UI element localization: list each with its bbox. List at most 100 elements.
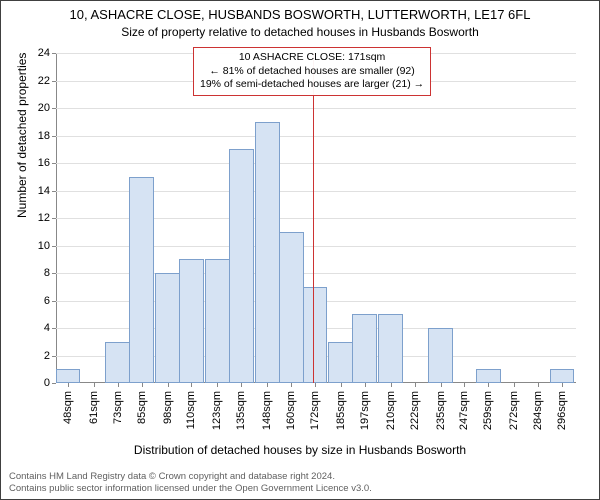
- gridline: [56, 163, 576, 164]
- xtick-label: 61sqm: [88, 391, 100, 424]
- annotation-line: 10 ASHACRE CLOSE: 171sqm: [200, 51, 424, 65]
- ytick-mark: [52, 136, 56, 137]
- ytick-mark: [52, 191, 56, 192]
- xtick-mark: [514, 383, 515, 387]
- chart-title-address: 10, ASHACRE CLOSE, HUSBANDS BOSWORTH, LU…: [1, 7, 599, 22]
- xtick-label: 235sqm: [435, 391, 447, 430]
- gridline: [56, 136, 576, 137]
- xtick-label: 197sqm: [359, 391, 371, 430]
- xtick-label: 222sqm: [409, 391, 421, 430]
- xtick-label: 272sqm: [508, 391, 520, 430]
- xtick-label: 259sqm: [482, 391, 494, 430]
- xtick-label: 210sqm: [385, 391, 397, 430]
- histogram-bar: [303, 287, 328, 383]
- histogram-bar: [428, 328, 453, 383]
- ytick-label: 0: [20, 377, 50, 389]
- chart-container: 10, ASHACRE CLOSE, HUSBANDS BOSWORTH, LU…: [0, 0, 600, 500]
- ytick-label: 24: [20, 47, 50, 59]
- histogram-bar: [129, 177, 154, 383]
- xtick-mark: [538, 383, 539, 387]
- ytick-mark: [52, 356, 56, 357]
- xtick-mark: [241, 383, 242, 387]
- xtick-mark: [315, 383, 316, 387]
- ytick-mark: [52, 81, 56, 82]
- ytick-label: 2: [20, 350, 50, 362]
- xtick-mark: [365, 383, 366, 387]
- histogram-bar: [378, 314, 403, 383]
- ytick-label: 6: [20, 295, 50, 307]
- xtick-mark: [217, 383, 218, 387]
- xtick-label: 172sqm: [309, 391, 321, 430]
- xtick-mark: [118, 383, 119, 387]
- histogram-bar: [105, 342, 130, 383]
- xtick-mark: [267, 383, 268, 387]
- footer-line2: Contains public sector information licen…: [9, 483, 372, 495]
- footer-line1: Contains HM Land Registry data © Crown c…: [9, 471, 372, 483]
- ytick-label: 18: [20, 130, 50, 142]
- histogram-bar: [255, 122, 280, 383]
- xtick-label: 85sqm: [136, 391, 148, 424]
- ytick-mark: [52, 301, 56, 302]
- plot: 02468101214161820222448sqm61sqm73sqm85sq…: [56, 53, 576, 383]
- histogram-bar: [476, 369, 501, 383]
- histogram-bar: [229, 149, 254, 383]
- ytick-mark: [52, 273, 56, 274]
- ytick-label: 14: [20, 185, 50, 197]
- ytick-mark: [52, 53, 56, 54]
- xtick-mark: [142, 383, 143, 387]
- xtick-mark: [464, 383, 465, 387]
- histogram-bar: [550, 369, 575, 383]
- histogram-bar: [179, 259, 204, 383]
- ytick-mark: [52, 383, 56, 384]
- xtick-label: 110sqm: [185, 391, 197, 429]
- ytick-label: 20: [20, 102, 50, 114]
- xtick-label: 160sqm: [285, 391, 297, 430]
- histogram-bar: [205, 259, 230, 383]
- gridline: [56, 108, 576, 109]
- xtick-mark: [94, 383, 95, 387]
- xtick-mark: [441, 383, 442, 387]
- ytick-label: 22: [20, 75, 50, 87]
- histogram-bar: [279, 232, 304, 383]
- x-axis-label: Distribution of detached houses by size …: [1, 443, 599, 457]
- chart-plot-area: 02468101214161820222448sqm61sqm73sqm85sq…: [56, 53, 576, 383]
- reference-line: [313, 53, 314, 383]
- xtick-label: 296sqm: [556, 391, 568, 430]
- histogram-bar: [56, 369, 81, 383]
- xtick-mark: [488, 383, 489, 387]
- xtick-mark: [68, 383, 69, 387]
- ytick-mark: [52, 246, 56, 247]
- xtick-label: 148sqm: [261, 391, 273, 430]
- xtick-mark: [391, 383, 392, 387]
- ytick-label: 12: [20, 212, 50, 224]
- xtick-mark: [291, 383, 292, 387]
- xtick-mark: [415, 383, 416, 387]
- ytick-label: 16: [20, 157, 50, 169]
- xtick-label: 247sqm: [458, 391, 470, 430]
- xtick-label: 123sqm: [211, 391, 223, 430]
- xtick-mark: [191, 383, 192, 387]
- ytick-mark: [52, 108, 56, 109]
- ytick-label: 10: [20, 240, 50, 252]
- ytick-label: 4: [20, 322, 50, 334]
- xtick-label: 135sqm: [235, 391, 247, 430]
- xtick-label: 73sqm: [112, 391, 124, 424]
- footer-attribution: Contains HM Land Registry data © Crown c…: [9, 471, 372, 495]
- annotation-box: 10 ASHACRE CLOSE: 171sqm← 81% of detache…: [193, 47, 431, 96]
- histogram-bar: [155, 273, 180, 383]
- xtick-mark: [168, 383, 169, 387]
- ytick-label: 8: [20, 267, 50, 279]
- chart-title-subtitle: Size of property relative to detached ho…: [1, 25, 599, 39]
- xtick-mark: [562, 383, 563, 387]
- ytick-mark: [52, 218, 56, 219]
- histogram-bar: [328, 342, 353, 383]
- ytick-mark: [52, 328, 56, 329]
- histogram-bar: [352, 314, 377, 383]
- xtick-label: 48sqm: [62, 391, 74, 424]
- annotation-line: 19% of semi-detached houses are larger (…: [200, 78, 424, 92]
- xtick-mark: [341, 383, 342, 387]
- ytick-mark: [52, 163, 56, 164]
- xtick-label: 98sqm: [162, 391, 174, 424]
- annotation-line: ← 81% of detached houses are smaller (92…: [200, 65, 424, 79]
- xtick-label: 185sqm: [335, 391, 347, 430]
